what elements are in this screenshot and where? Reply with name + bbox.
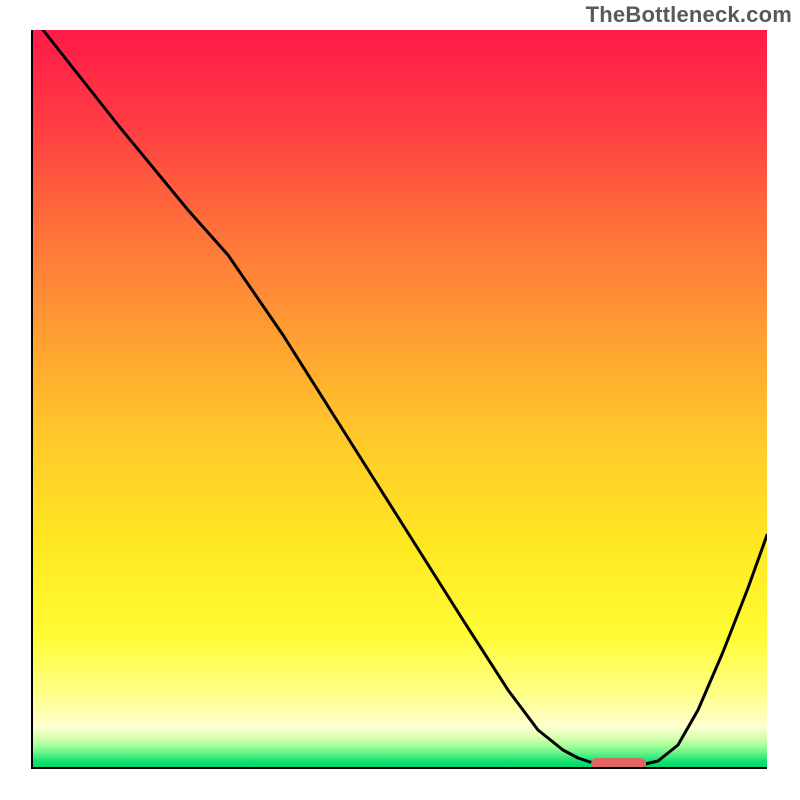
plot-area: [33, 30, 767, 767]
x-axis: [33, 767, 767, 769]
highlight-marker: [591, 758, 646, 767]
chart-container: { "watermark": "TheBottleneck.com", "cha…: [0, 0, 800, 800]
curve-line: [33, 30, 767, 767]
y-axis: [31, 30, 33, 769]
watermark-text: TheBottleneck.com: [586, 2, 792, 28]
